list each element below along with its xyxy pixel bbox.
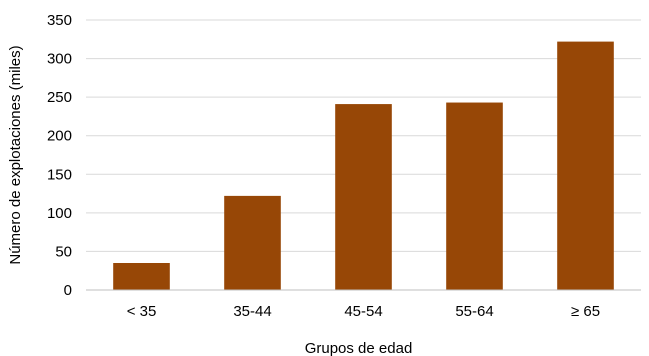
y-tick-label: 250 <box>47 89 72 106</box>
y-tick-label: 300 <box>47 51 72 68</box>
y-tick-label: 50 <box>55 243 72 260</box>
x-tick-label: 45-54 <box>344 303 382 320</box>
bar <box>446 102 503 291</box>
x-tick-label: 55-64 <box>455 303 493 320</box>
bar <box>335 104 392 290</box>
bars <box>113 41 614 291</box>
x-axis-title: Grupos de edad <box>305 340 413 356</box>
y-tick-label: 0 <box>64 282 72 299</box>
bar <box>557 41 614 290</box>
x-axis-ticks: < 35 35-44 45-54 55-64 ≥ 65 <box>127 303 600 320</box>
y-tick-label: 350 <box>47 12 72 29</box>
x-tick-label: 35-44 <box>233 303 271 320</box>
bar <box>113 263 170 290</box>
y-axis-ticks: 0 50 100 150 200 250 300 350 <box>47 12 72 299</box>
y-tick-label: 100 <box>47 205 72 222</box>
x-tick-label: < 35 <box>127 303 157 320</box>
y-tick-label: 150 <box>47 166 72 183</box>
bar <box>224 195 281 290</box>
y-tick-label: 200 <box>47 128 72 145</box>
y-axis-title: Número de explotaciones (miles) <box>7 45 24 264</box>
x-tick-label: ≥ 65 <box>571 303 600 320</box>
